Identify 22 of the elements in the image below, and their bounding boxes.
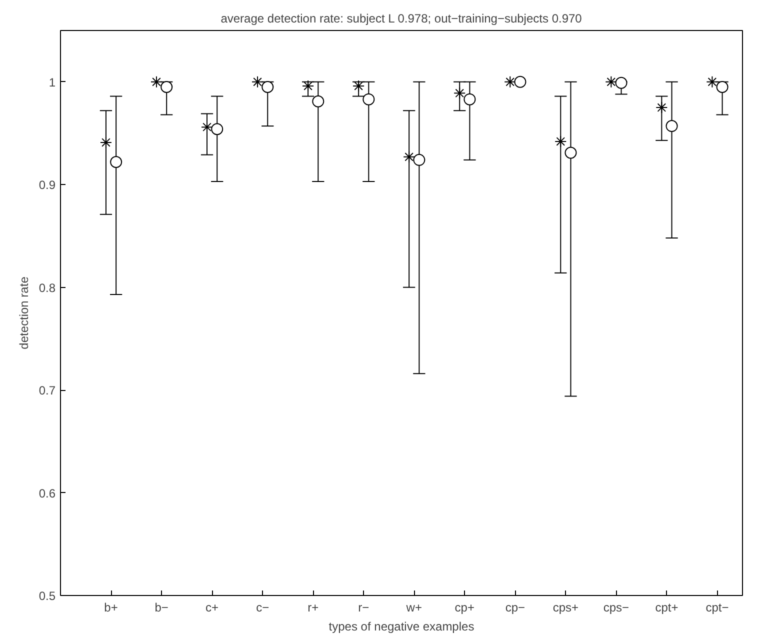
y-tick-label: 0.7	[38, 384, 56, 398]
x-tick-label: cp−	[505, 600, 526, 614]
x-axis-title: types of negative examples	[328, 620, 474, 634]
x-tick-label: cp+	[454, 600, 474, 614]
y-tick-label: 0.5	[38, 589, 56, 603]
y-axis-title: detection rate	[16, 276, 31, 350]
y-tick-label: 0.6	[38, 486, 56, 500]
x-tick-label: cpt−	[706, 600, 729, 614]
y-tick-label: 0.9	[38, 178, 56, 192]
x-tick-label: b+	[104, 600, 118, 614]
x-tick-label: cpt+	[655, 600, 678, 614]
y-tick-label: 1	[48, 75, 56, 90]
x-tick-label: b−	[154, 600, 168, 614]
chart-title: average detection rate: subject L 0.978; out−training−subjects 0.970	[220, 12, 582, 26]
y-tick-label: 0.8	[38, 280, 56, 295]
x-tick-label: r−	[358, 600, 370, 614]
x-tick-label: w+	[405, 600, 422, 614]
x-tick-label: c−	[256, 600, 270, 614]
x-tick-label: r+	[308, 600, 319, 614]
x-tick-label: cps+	[552, 600, 579, 614]
x-tick-label: c+	[206, 600, 219, 614]
x-tick-label: cps−	[603, 600, 630, 614]
